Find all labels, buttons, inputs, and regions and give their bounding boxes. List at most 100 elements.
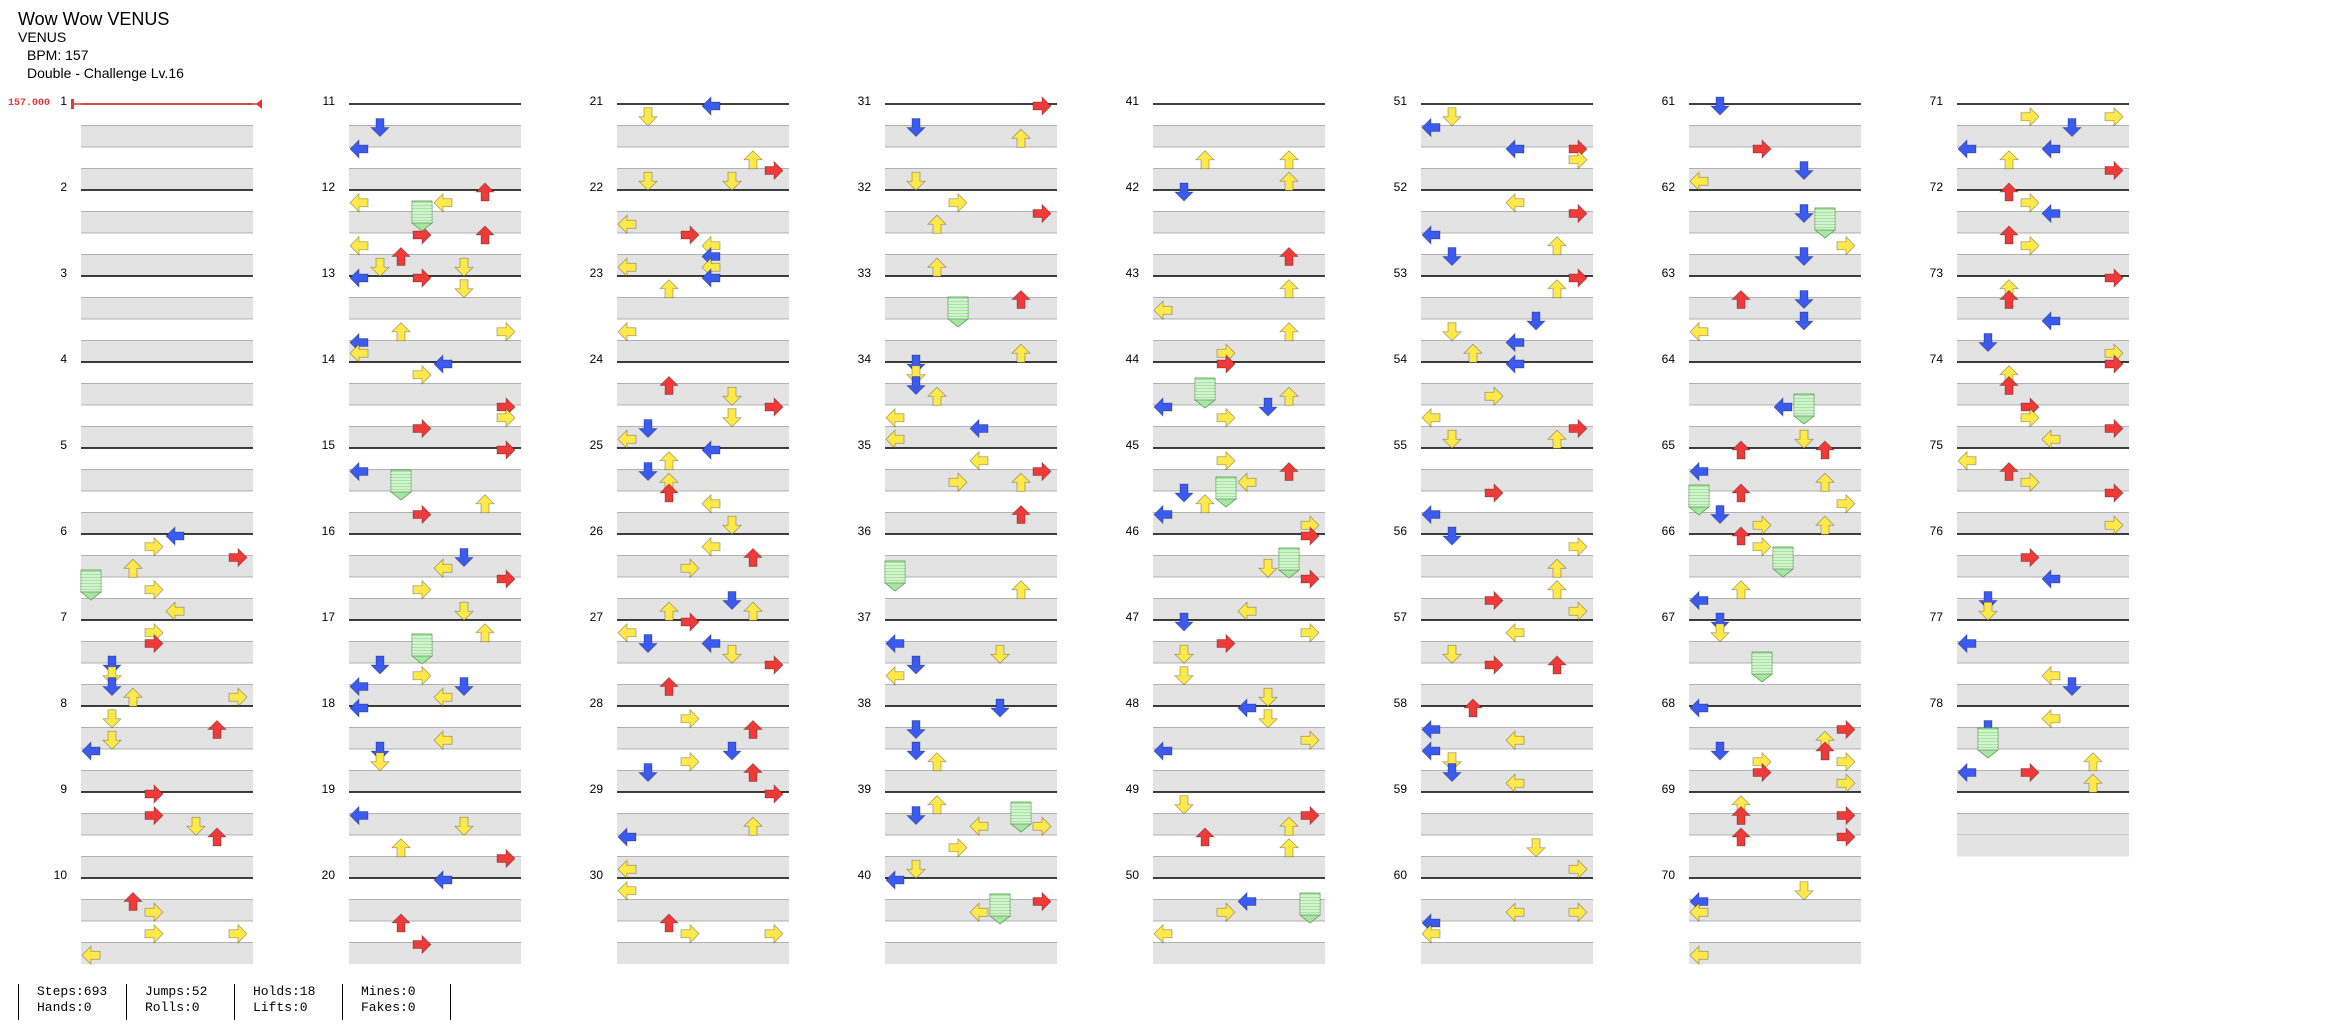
right-arrow-icon <box>1032 891 1052 912</box>
beat-band <box>1421 899 1593 921</box>
stat-jumps: Jumps:52 <box>145 984 208 999</box>
beat-band <box>1421 383 1593 405</box>
up-arrow-icon <box>659 483 679 503</box>
beat-band <box>885 727 1057 749</box>
measure-number: 43 <box>1126 266 1140 280</box>
beat-band <box>617 340 789 362</box>
beat-band <box>349 813 521 835</box>
down-arrow-icon <box>102 709 122 729</box>
right-arrow-icon <box>948 192 968 213</box>
beat-band <box>81 856 253 878</box>
left-arrow-icon <box>617 214 637 235</box>
beat-band <box>81 297 253 319</box>
down-arrow-icon <box>722 644 742 664</box>
beat-band <box>1421 598 1593 620</box>
down-arrow-icon <box>454 677 474 697</box>
right-arrow-icon <box>1568 268 1588 288</box>
right-arrow-icon <box>144 633 164 654</box>
beat-band <box>1957 168 2129 190</box>
up-arrow-icon <box>1999 225 2019 245</box>
right-arrow-icon <box>1752 139 1772 159</box>
chart-column-7: 61 62 63 64 65 66 67 68 69 70 <box>1662 94 1861 964</box>
measure-number: 36 <box>858 524 872 538</box>
hold-note <box>1750 651 1774 683</box>
up-arrow-icon <box>123 558 143 578</box>
measure-number: 52 <box>1394 180 1408 194</box>
beat-band <box>1957 641 2129 663</box>
up-arrow-icon <box>1195 494 1215 514</box>
beat-band <box>885 598 1057 620</box>
beat-band <box>1153 125 1325 147</box>
measure-number: 67 <box>1662 610 1676 624</box>
beat-band <box>1153 211 1325 233</box>
left-arrow-icon <box>1957 450 1977 471</box>
down-arrow-icon <box>102 655 122 675</box>
right-arrow-icon <box>764 784 784 804</box>
hold-note <box>1214 476 1238 508</box>
measure-number: 51 <box>1394 94 1408 108</box>
right-arrow-icon <box>1568 601 1588 622</box>
up-arrow-icon <box>1279 322 1299 342</box>
beat-band <box>349 254 521 276</box>
beat-band <box>885 125 1057 147</box>
beat-band <box>617 856 789 878</box>
left-arrow-icon <box>1689 461 1709 482</box>
measure-number: 48 <box>1126 696 1140 710</box>
beat-band <box>1689 469 1861 491</box>
beat-band <box>349 770 521 792</box>
measure-number: 16 <box>322 524 336 538</box>
hold-note <box>1277 547 1301 579</box>
right-arrow-icon <box>496 321 516 342</box>
up-arrow-icon <box>123 687 143 707</box>
up-arrow-icon <box>475 182 495 202</box>
right-arrow-icon <box>412 579 432 600</box>
down-arrow-icon <box>454 257 474 277</box>
up-arrow-icon <box>1011 580 1031 600</box>
up-arrow-icon <box>475 623 495 643</box>
down-arrow-icon <box>1794 429 1814 449</box>
beat-band <box>885 211 1057 233</box>
beat-band <box>885 555 1057 577</box>
bpm-label: BPM: 157 <box>27 47 89 63</box>
measure-number: 30 <box>590 868 604 882</box>
beat-band <box>885 770 1057 792</box>
chart-column-4: 31 32 33 34 35 36 37 38 39 40 <box>858 94 1057 964</box>
right-arrow-icon <box>2104 160 2124 181</box>
beat-band <box>81 168 253 190</box>
measure-number: 39 <box>858 782 872 796</box>
right-arrow-icon <box>1568 149 1588 170</box>
up-arrow-icon <box>659 451 679 471</box>
left-arrow-icon <box>433 730 453 751</box>
beat-band <box>1421 512 1593 534</box>
beat-band <box>1153 426 1325 448</box>
beat-band <box>617 942 789 964</box>
down-arrow-icon <box>906 171 926 191</box>
left-arrow-icon <box>701 536 721 557</box>
right-arrow-icon <box>1032 203 1052 224</box>
right-arrow-icon <box>144 805 164 826</box>
right-arrow-icon <box>1300 569 1320 589</box>
down-arrow-icon <box>722 741 742 761</box>
beat-band <box>617 254 789 276</box>
measure-number: 55 <box>1394 438 1408 452</box>
beat-band <box>617 727 789 749</box>
right-arrow-icon <box>2104 268 2124 288</box>
beat-band <box>1421 727 1593 749</box>
chart-difficulty: Double - Challenge Lv.16 <box>27 65 184 81</box>
down-arrow-icon <box>1258 709 1278 729</box>
song-artist: VENUS <box>18 29 67 45</box>
stat-hands: Hands:0 <box>37 1000 92 1015</box>
measure-number: 40 <box>858 868 872 882</box>
right-arrow-icon <box>496 407 516 428</box>
measure-number: 18 <box>322 696 336 710</box>
left-arrow-icon <box>433 354 453 374</box>
left-arrow-icon <box>1957 762 1977 783</box>
measure-number: 50 <box>1126 868 1140 882</box>
up-arrow-icon <box>1279 279 1299 299</box>
up-arrow-icon <box>927 257 947 277</box>
beat-band <box>1957 469 2129 491</box>
beat-band <box>885 383 1057 405</box>
down-arrow-icon <box>1174 483 1194 503</box>
down-arrow-icon <box>1526 311 1546 331</box>
beat-band <box>1153 598 1325 620</box>
